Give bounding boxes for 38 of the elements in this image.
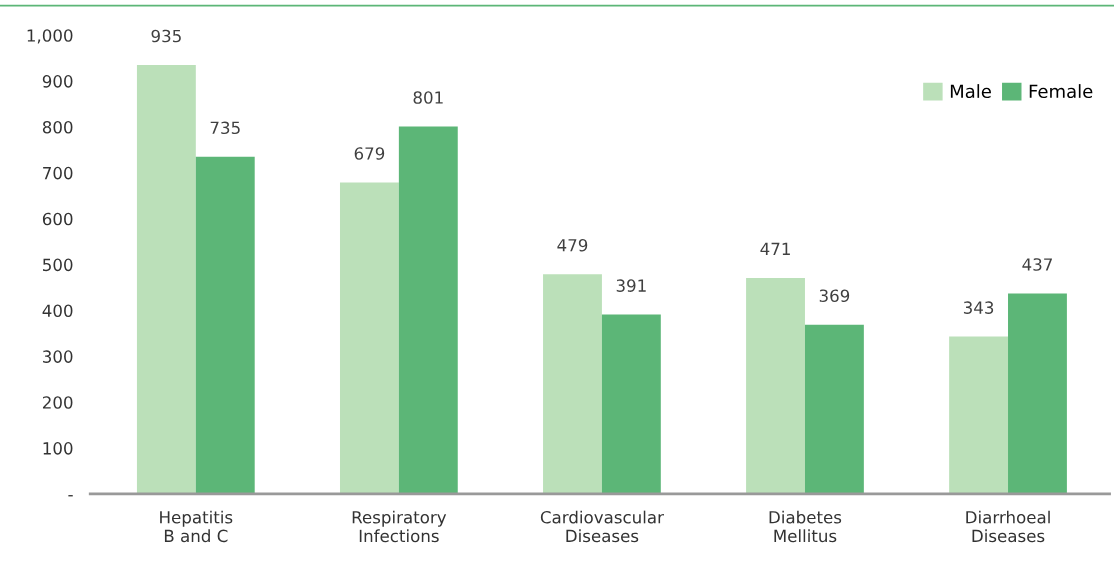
data-label: 479 (557, 238, 588, 252)
bar (949, 336, 1009, 494)
bar (195, 156, 255, 494)
data-label: 935 (151, 29, 181, 43)
data-label: 679 (354, 147, 385, 160)
y-tick-label: 800 (42, 120, 73, 134)
data-label: 437 (1022, 258, 1052, 271)
data-label: 369 (819, 289, 850, 303)
bar (136, 65, 196, 494)
data-label: 343 (963, 301, 994, 314)
data-label: 471 (760, 242, 790, 255)
y-tick-label: 1,000 (27, 29, 73, 44)
y-tick-label: 500 (43, 258, 73, 272)
x-tick-label: Diarrhoeal Diseases (966, 510, 1050, 543)
data-label: 735 (210, 121, 240, 135)
legend-label: Female (1029, 84, 1093, 99)
bar (398, 126, 458, 494)
x-tick-label: Cardiovascular Diseases (540, 510, 664, 543)
x-tick-label: Diabetes Mellitus (769, 510, 842, 543)
y-tick-label: 100 (43, 442, 73, 455)
y-tick-label: 200 (42, 396, 73, 409)
y-tick-label: 400 (42, 304, 73, 318)
legend-label: Male (950, 84, 991, 99)
y-tick-label: 300 (43, 350, 73, 363)
x-tick-label: Respiratory Infections (352, 510, 447, 543)
bar (543, 274, 602, 494)
data-label: 391 (616, 279, 646, 292)
y-tick-label: 700 (43, 166, 73, 180)
y-tick-label: - (68, 495, 73, 497)
bar (601, 314, 661, 494)
bar (339, 182, 399, 494)
data-label: 801 (413, 91, 443, 104)
bar (746, 277, 805, 494)
y-tick-label: 900 (42, 75, 73, 88)
x-tick-label: Hepatitis B and C (160, 510, 233, 543)
bar (804, 324, 864, 494)
y-tick-label: 600 (42, 212, 73, 226)
bar (1008, 293, 1067, 494)
